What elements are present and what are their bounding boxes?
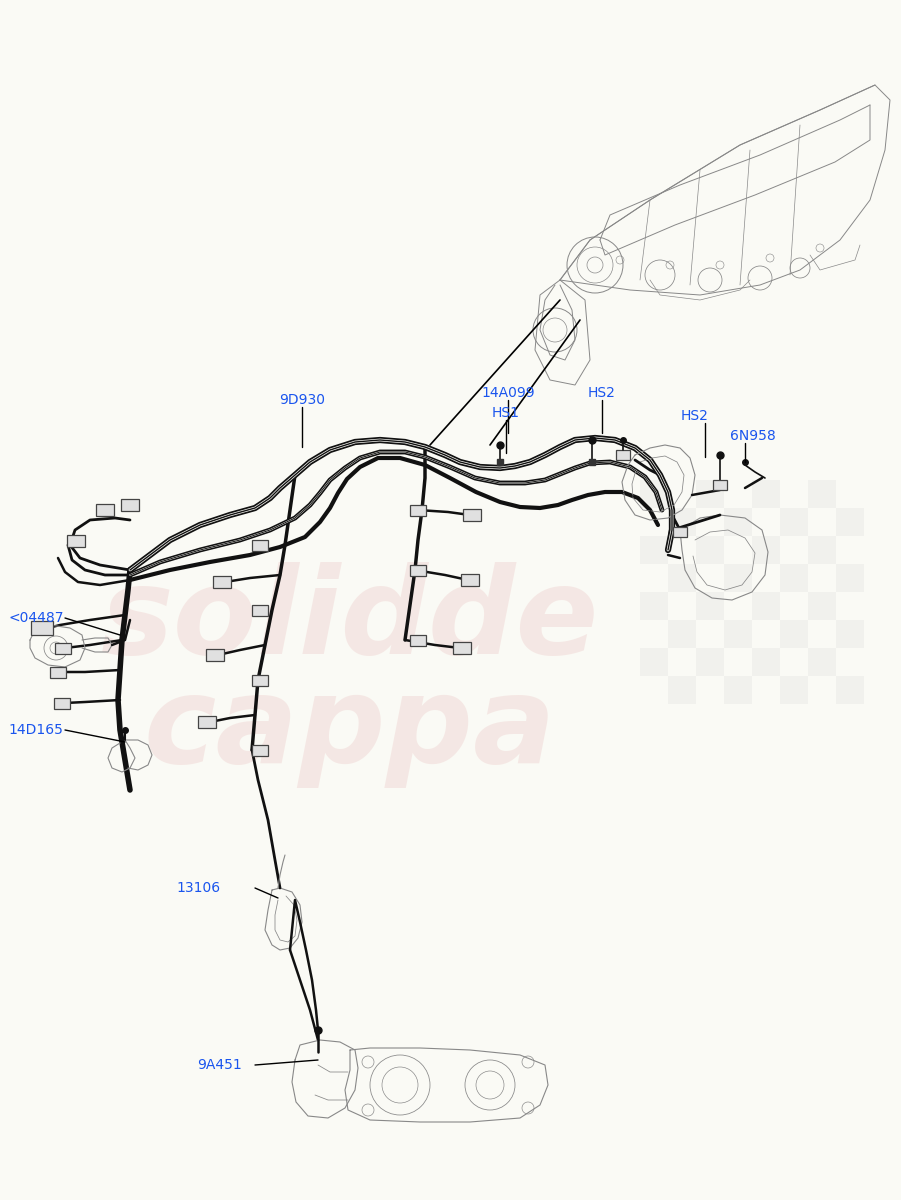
Bar [96, 504, 114, 516]
Bar [252, 605, 268, 616]
Bar [696, 648, 724, 676]
Bar [54, 698, 70, 709]
Bar [713, 480, 727, 490]
Bar [640, 536, 668, 564]
Bar [410, 565, 426, 576]
Bar [752, 592, 780, 620]
Bar [808, 480, 836, 508]
Bar [640, 648, 668, 676]
Bar [836, 508, 864, 536]
Bar [836, 620, 864, 648]
Bar [724, 676, 752, 704]
Text: 9D930: 9D930 [279, 392, 325, 407]
Bar [808, 648, 836, 676]
Bar [696, 480, 724, 508]
Bar [752, 480, 780, 508]
Bar [780, 676, 808, 704]
Bar [836, 564, 864, 592]
Bar [213, 576, 231, 588]
Bar [640, 592, 668, 620]
Bar [31, 622, 53, 635]
Bar [780, 508, 808, 536]
Bar [752, 536, 780, 564]
Bar [616, 450, 630, 460]
Bar [780, 564, 808, 592]
Text: 9A451: 9A451 [197, 1058, 242, 1072]
Bar [696, 592, 724, 620]
Bar [724, 508, 752, 536]
Bar [673, 527, 687, 538]
Bar [836, 676, 864, 704]
Text: 14A099: 14A099 [481, 386, 535, 400]
Bar [696, 536, 724, 564]
Bar [252, 674, 268, 686]
Bar [640, 480, 668, 508]
Text: 13106: 13106 [176, 881, 220, 895]
Bar [668, 508, 696, 536]
Text: HS2: HS2 [588, 386, 616, 400]
Text: HS2: HS2 [681, 409, 709, 422]
Bar [410, 635, 426, 646]
Bar [808, 536, 836, 564]
Text: 14D165: 14D165 [8, 722, 63, 737]
Bar [206, 649, 224, 661]
Text: solidde: solidde [101, 562, 599, 678]
Bar [724, 620, 752, 648]
Bar [724, 564, 752, 592]
Text: cappa: cappa [144, 672, 556, 788]
Bar [55, 643, 71, 654]
Bar [121, 499, 139, 511]
Bar [461, 574, 479, 586]
Bar [668, 564, 696, 592]
Bar [198, 716, 216, 728]
Text: HS1: HS1 [492, 406, 520, 420]
Bar [252, 745, 268, 756]
Bar [67, 535, 85, 547]
Bar [780, 620, 808, 648]
Bar [668, 620, 696, 648]
Bar [252, 540, 268, 551]
Bar [453, 642, 471, 654]
Bar [668, 676, 696, 704]
Text: <04487: <04487 [8, 611, 63, 625]
Bar [752, 648, 780, 676]
Bar [808, 592, 836, 620]
Bar [410, 505, 426, 516]
Text: 6N958: 6N958 [730, 428, 776, 443]
Bar [463, 509, 481, 521]
Bar [50, 667, 66, 678]
